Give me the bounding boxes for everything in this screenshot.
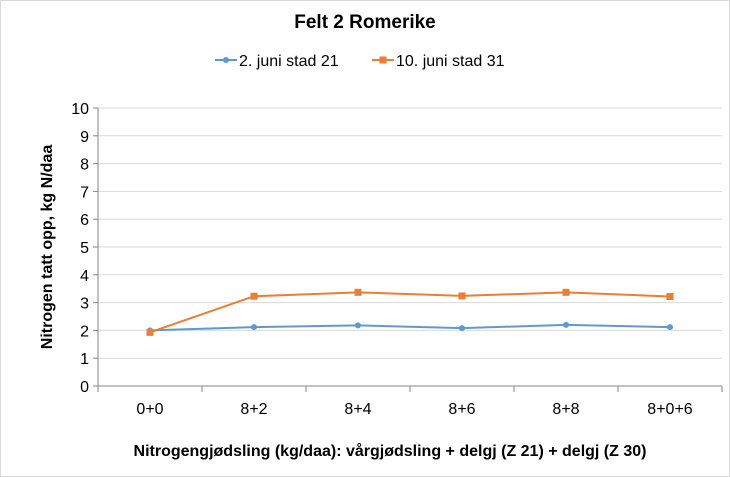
series-line bbox=[149, 291, 671, 334]
y-tick-label: 9 bbox=[80, 129, 89, 146]
series-group bbox=[146, 288, 674, 336]
data-point bbox=[562, 288, 570, 296]
data-point bbox=[354, 288, 362, 296]
legend-label: 2. juni stad 21 bbox=[239, 53, 339, 70]
data-point bbox=[459, 325, 465, 332]
x-axis-label: Nitrogengjødsling (kg/daa): vårgjødsling… bbox=[134, 442, 647, 460]
x-tick-label: 0+0 bbox=[136, 401, 163, 418]
data-point bbox=[146, 328, 154, 336]
y-tick-label: 1 bbox=[80, 351, 89, 368]
data-point bbox=[666, 292, 674, 300]
x-tick-label: 8+4 bbox=[344, 401, 371, 418]
y-tick-label: 5 bbox=[80, 240, 89, 257]
y-tick-label: 8 bbox=[80, 157, 89, 174]
data-point bbox=[563, 321, 569, 328]
data-point bbox=[667, 324, 673, 331]
data-point bbox=[458, 292, 466, 300]
y-tick-label: 3 bbox=[80, 296, 89, 313]
gridlines bbox=[98, 107, 722, 359]
data-point bbox=[251, 324, 257, 331]
legend: 2. juni stad 21 10. juni stad 31 bbox=[215, 53, 505, 70]
x-tick-label: 8+8 bbox=[552, 401, 579, 418]
y-tick-label: 2 bbox=[80, 323, 89, 340]
data-point bbox=[250, 292, 258, 300]
y-tick-label: 10 bbox=[71, 101, 89, 118]
y-axis-label: Nitrogen tatt opp, kg N/daa bbox=[39, 145, 56, 350]
data-point bbox=[355, 322, 361, 329]
axes: 0 1 2 3 4 5 6 7 8 9 10 0+0 8+2 8+4 8+6 8+8 8+0+6 bbox=[71, 101, 723, 418]
x-tick-label: 8+2 bbox=[240, 401, 267, 418]
x-tick-label: 8+0+6 bbox=[647, 401, 692, 418]
y-tick-label: 7 bbox=[80, 184, 89, 201]
y-tick-label: 4 bbox=[80, 268, 89, 285]
legend-marker bbox=[223, 57, 229, 63]
x-tick-label: 8+6 bbox=[448, 401, 475, 418]
chart-title: Felt 2 Romerike bbox=[294, 12, 436, 33]
y-tick-label: 0 bbox=[80, 379, 89, 396]
y-tick-label: 6 bbox=[80, 212, 89, 229]
legend-label: 10. juni stad 31 bbox=[396, 53, 505, 70]
legend-marker bbox=[379, 56, 387, 64]
series-line bbox=[149, 323, 671, 332]
